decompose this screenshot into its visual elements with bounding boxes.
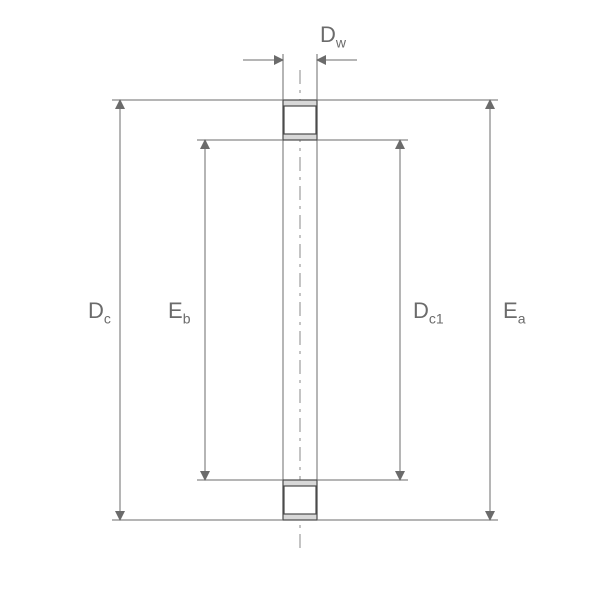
label-Dc1: Dc1 xyxy=(413,298,444,326)
label-Dw: Dw xyxy=(320,22,346,50)
label-Dc: Dc xyxy=(88,298,111,326)
label-Ea: Ea xyxy=(503,298,525,326)
label-Eb: Eb xyxy=(168,298,190,326)
